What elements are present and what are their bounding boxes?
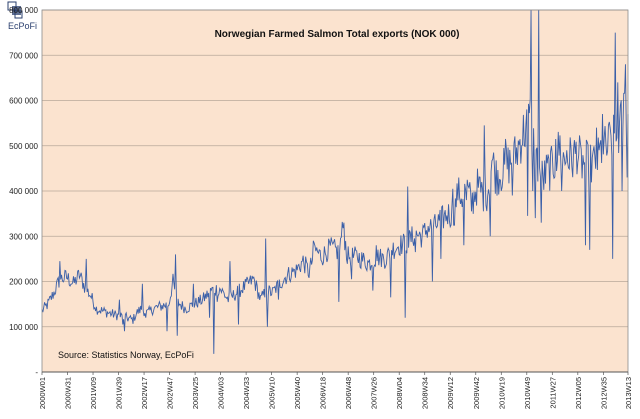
x-tick-label: 2008W04 — [395, 377, 404, 409]
x-tick-label: 2013W13 — [624, 377, 633, 409]
x-tick-label: 2001W39 — [115, 377, 124, 409]
y-tick-label: 700 000 — [9, 51, 38, 60]
x-tick-label: 2002W17 — [140, 377, 149, 409]
y-tick-label: 200 000 — [9, 278, 38, 287]
y-tick-label: 400 000 — [9, 187, 38, 196]
y-tick-label: 500 000 — [9, 142, 38, 151]
x-tick-label: 2010W49 — [523, 377, 532, 409]
x-tick-label: 2007W26 — [370, 377, 379, 409]
x-tick-label: 2012W05 — [574, 377, 583, 409]
y-tick-label: 300 000 — [9, 232, 38, 241]
y-tick-label: 800 000 — [9, 6, 38, 15]
x-tick-label: 2005W10 — [268, 377, 277, 409]
y-tick-label: 100 000 — [9, 323, 38, 332]
x-tick-label: 2011W27 — [548, 377, 557, 409]
y-axis: - 100 000 200 000 300 000 400 000 500 000 600 … — [9, 6, 38, 377]
y-tick-label: 600 000 — [9, 97, 38, 106]
x-tick-label: 2004W03 — [217, 377, 226, 409]
source-note: Source: Statistics Norway, EcPoFi — [58, 350, 194, 360]
x-tick-label: 2003W25 — [191, 377, 200, 409]
x-tick-label: 2000W01 — [38, 377, 47, 409]
x-axis: 2000W01 2000W31 2001W09 2001W39 2002W17 2002W… — [38, 372, 633, 409]
logo-text: EcPoFi — [8, 21, 37, 31]
x-tick-label: 2005W40 — [293, 377, 302, 409]
x-tick-label: 2009W12 — [446, 377, 455, 409]
y-tick-label: - — [35, 368, 38, 377]
logo: EcPoFi — [7, 1, 37, 31]
x-tick-label: 2001W09 — [89, 377, 98, 409]
x-tick-label: 2000W31 — [64, 377, 73, 409]
series-line — [41, 9, 629, 354]
chart-title: Norwegian Farmed Salmon Total exports (N… — [215, 29, 460, 40]
x-tick-label: 2012W35 — [599, 377, 608, 409]
x-tick-label: 2006W18 — [319, 377, 328, 409]
x-tick-label: 2006W48 — [344, 377, 353, 409]
logo-icon — [7, 1, 23, 19]
x-tick-label: 2008W34 — [421, 377, 430, 409]
x-tick-label: 2009W42 — [472, 377, 481, 409]
x-tick-label: 2004W33 — [242, 377, 251, 409]
x-tick-label: 2010W19 — [497, 377, 506, 409]
x-tick-label: 2002W47 — [166, 377, 175, 409]
